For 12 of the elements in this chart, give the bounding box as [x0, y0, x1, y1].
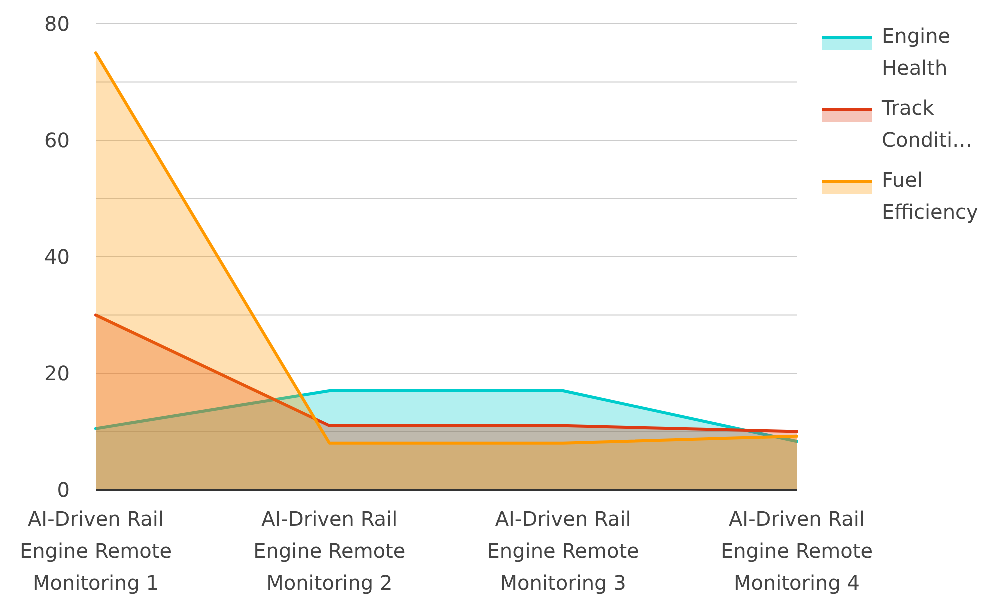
legend-label: Engine Health: [882, 24, 951, 80]
y-tick-label: 80: [44, 12, 70, 36]
y-tick-label: 60: [44, 128, 70, 152]
x-tick-label: AI-Driven Rail Engine Remote Monitoring 4: [720, 507, 874, 595]
y-tick-label: 20: [44, 362, 70, 386]
x-tick-label: AI-Driven Rail Engine Remote Monitoring 3: [487, 507, 640, 595]
legend-label: Fuel Efficiency: [882, 168, 978, 224]
x-tick-label: AI-Driven Rail Engine Remote Monitoring 1: [20, 507, 172, 595]
y-tick-label: 0: [57, 478, 70, 502]
y-tick-label: 40: [44, 245, 70, 269]
legend-label: Track Conditi…: [881, 96, 973, 152]
x-tick-label: AI-Driven Rail Engine Remote Monitoring 2: [254, 507, 406, 595]
